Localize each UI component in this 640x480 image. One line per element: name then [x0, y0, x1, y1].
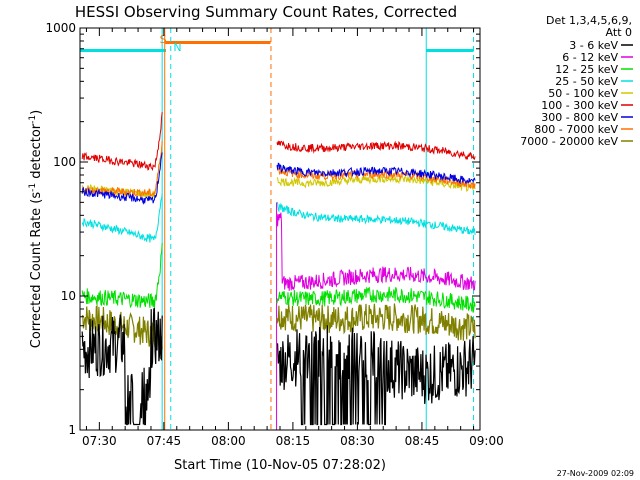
series-line	[276, 140, 476, 161]
legend-label: 12 - 25 keV	[555, 63, 618, 76]
y-tick-label: 1	[68, 423, 76, 437]
y-tick-label: 100	[53, 155, 76, 169]
legend-label: 3 - 6 keV	[569, 39, 618, 52]
x-tick-labels: 07:30 07:45 08:00 08:15 08:30 08:45 09:00	[82, 434, 504, 448]
series-line	[276, 286, 476, 313]
series-layer	[81, 112, 476, 426]
x-tick-label: 07:30	[82, 434, 117, 448]
x-tick-label: 08:15	[276, 434, 311, 448]
legend-label: 800 - 7000 keV	[534, 123, 618, 136]
footer-date: 27-Nov-2009 02:09	[557, 469, 634, 478]
series-line	[81, 112, 163, 172]
saa-label: S	[160, 33, 167, 46]
y-axis-label: Corrected Count Rate (s-1 detector-1)	[28, 110, 44, 348]
x-tick-label: 08:30	[340, 434, 375, 448]
x-tick-label: 08:45	[405, 434, 440, 448]
series-line	[276, 174, 476, 192]
series-line	[276, 325, 476, 426]
y-tick-labels: 1 10 100 1000	[45, 21, 76, 437]
legend-header-2: Att 0	[606, 26, 632, 39]
x-tick-label: 09:00	[469, 434, 504, 448]
series-line	[276, 303, 476, 341]
legend-label: 25 - 50 keV	[555, 75, 618, 88]
x-axis-label: Start Time (10-Nov-05 07:28:02)	[174, 458, 386, 473]
legend-label: 300 - 800 keV	[541, 111, 618, 124]
series-line	[276, 212, 476, 291]
y-tick-label: 1000	[45, 21, 76, 35]
series-line	[81, 152, 163, 205]
series-line	[81, 193, 163, 243]
y-tick-label: 10	[61, 289, 76, 303]
x-tick-label: 07:45	[147, 434, 182, 448]
series-line	[81, 243, 163, 309]
series-line	[276, 162, 476, 185]
legend-label: 50 - 100 keV	[548, 87, 618, 100]
axis-ticks	[80, 27, 480, 431]
legend-header-1: Det 1,3,4,5,6,9,	[546, 14, 632, 27]
x-tick-label: 08:00	[211, 434, 246, 448]
legend-label: 100 - 300 keV	[541, 99, 618, 112]
legend-label: 6 - 12 keV	[562, 51, 618, 64]
night-label: N	[173, 41, 181, 54]
legend-label: 7000 - 20000 keV	[520, 135, 618, 148]
series-line	[276, 201, 476, 236]
chart-title: HESSI Observing Summary Count Rates, Cor…	[75, 3, 457, 21]
series-line	[81, 307, 163, 426]
